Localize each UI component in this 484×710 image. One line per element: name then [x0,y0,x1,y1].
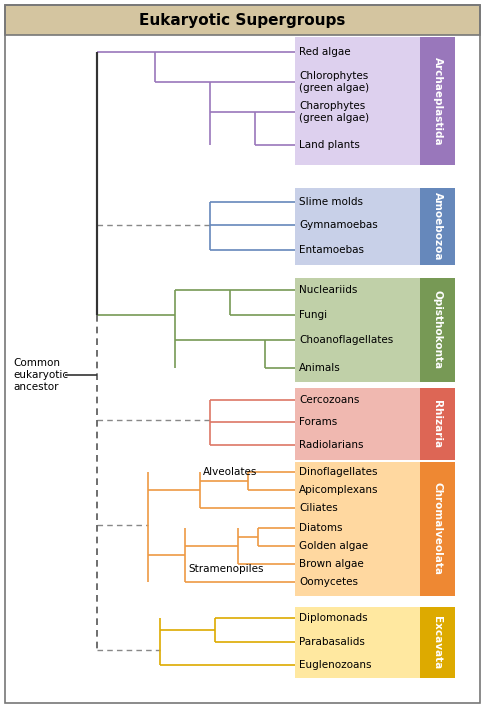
Bar [419,462,454,596]
Text: Common
eukaryotic
ancestor: Common eukaryotic ancestor [13,359,68,392]
Text: Slime molds: Slime molds [298,197,362,207]
Text: Cercozoans: Cercozoans [298,395,359,405]
Text: Animals: Animals [298,363,340,373]
Bar [294,278,419,382]
Bar [419,188,454,265]
Text: Stramenopiles: Stramenopiles [188,564,263,574]
Text: Chlorophytes
(green algae): Chlorophytes (green algae) [298,71,368,93]
Text: Land plants: Land plants [298,140,359,150]
Bar [5,5,479,35]
Text: Amoebozoa: Amoebozoa [432,192,441,261]
Text: Dinoflagellates: Dinoflagellates [298,467,377,477]
Text: Alveolates: Alveolates [203,467,257,477]
Text: Red algae: Red algae [298,47,350,57]
Text: Entamoebas: Entamoebas [298,245,363,255]
Bar [294,462,419,596]
Text: Brown algae: Brown algae [298,559,363,569]
Text: Nucleariids: Nucleariids [298,285,357,295]
Bar [419,388,454,460]
Bar [294,188,419,265]
Text: Radiolarians: Radiolarians [298,440,363,450]
Text: Charophytes
(green algae): Charophytes (green algae) [298,102,368,123]
Text: Euglenozoans: Euglenozoans [298,660,371,670]
Text: Apicomplexans: Apicomplexans [298,485,378,495]
Text: Opisthokonta: Opisthokonta [432,290,441,370]
Text: Parabasalids: Parabasalids [298,637,364,647]
Text: Rhizaria: Rhizaria [432,400,441,448]
Text: Gymnamoebas: Gymnamoebas [298,220,377,230]
Bar [294,37,419,165]
Bar [419,607,454,678]
Bar [294,607,419,678]
Text: Fungi: Fungi [298,310,326,320]
Text: Eukaryotic Supergroups: Eukaryotic Supergroups [138,13,345,28]
Text: Archaeplastida: Archaeplastida [432,57,441,146]
Text: Diplomonads: Diplomonads [298,613,367,623]
Text: Forams: Forams [298,417,336,427]
Bar [419,278,454,382]
Text: Excavata: Excavata [432,616,441,669]
Text: Choanoflagellates: Choanoflagellates [298,335,393,345]
Bar [419,37,454,165]
Text: Oomycetes: Oomycetes [298,577,357,587]
Text: Chromalveolata: Chromalveolata [432,483,441,576]
Text: Ciliates: Ciliates [298,503,337,513]
Text: Diatoms: Diatoms [298,523,342,533]
Bar [294,388,419,460]
Text: Golden algae: Golden algae [298,541,367,551]
